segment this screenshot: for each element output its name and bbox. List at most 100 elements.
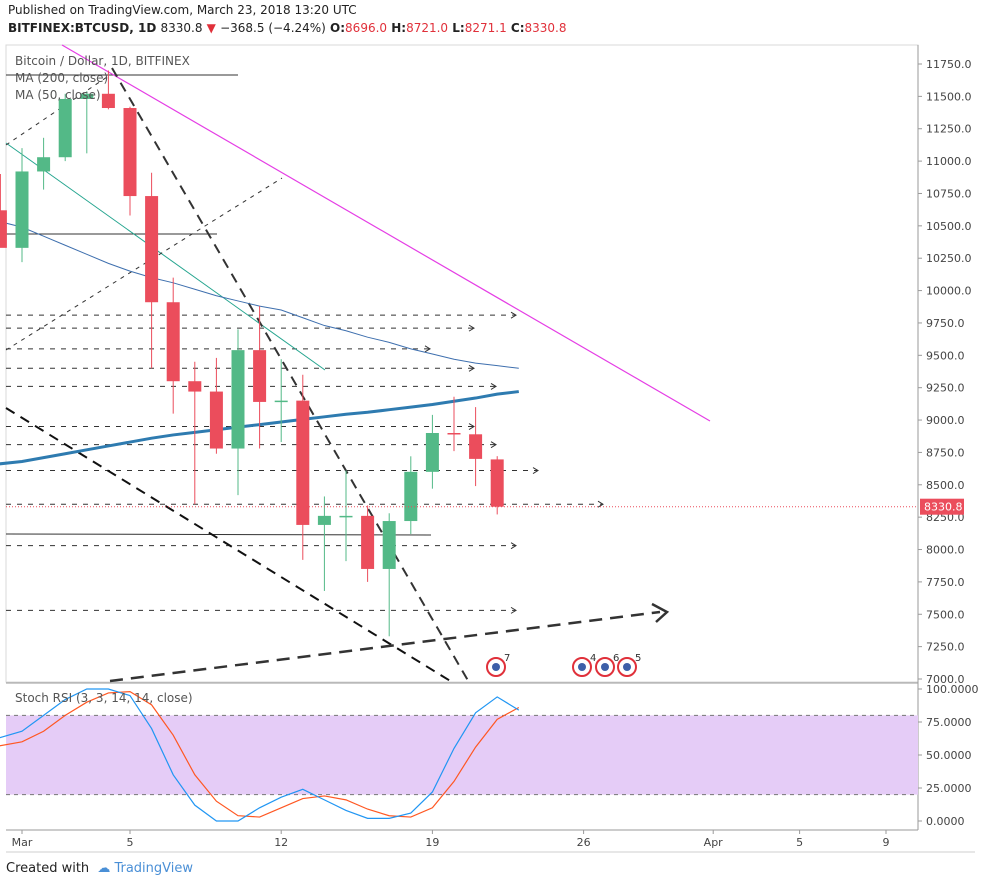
candle-body (123, 108, 137, 197)
candle-body (209, 391, 223, 449)
teal-trendline (5, 142, 326, 371)
stoch-rsi-title: Stoch RSI (3, 3, 14, 14, close) (15, 691, 193, 705)
rsi-tick-label: 75.0000 (926, 716, 972, 729)
level-arrow-icon (468, 423, 475, 430)
price-tick-label: 8500.0 (926, 479, 965, 492)
last-price-tag (920, 498, 964, 515)
candle-body (382, 521, 396, 569)
ma200-label: MA (200, close) (15, 71, 108, 85)
price-tick-label: 8750.0 (926, 446, 965, 459)
candle-body (80, 93, 94, 99)
chart-frame (5, 44, 975, 853)
candle-body (15, 171, 29, 248)
flag-center-icon (578, 663, 586, 671)
price-tick-label: 7500.0 (926, 608, 965, 621)
price-tick-label: 11250.0 (926, 123, 972, 136)
bold-dashed-trendline (111, 67, 471, 685)
stoch-rsi-d-line (0, 691, 520, 818)
published-line: Published on TradingView.com, March 23, … (8, 3, 357, 17)
low-value: 8271.1 (464, 21, 507, 35)
time-tick-label: Mar (12, 836, 33, 849)
rsi-tick-label: 100.0000 (926, 683, 979, 696)
down-arrow-icon: ▼ (206, 21, 216, 35)
open-label: O: (330, 21, 346, 35)
flag-center-icon (601, 663, 609, 671)
rsi-tick-label: 50.0000 (926, 749, 972, 762)
price-tick-label: 10000.0 (926, 285, 972, 298)
candle-body (274, 400, 288, 403)
price-tick-label: 9500.0 (926, 349, 965, 362)
price-tick-label: 7750.0 (926, 576, 965, 589)
price-tick-label: 11000.0 (926, 155, 972, 168)
candle-body (0, 210, 7, 248)
last-price-tag-label: 8330.8 (924, 501, 963, 514)
candle-body (253, 350, 267, 402)
flag-center-icon (492, 663, 500, 671)
last-price: 8330.8 (160, 21, 203, 35)
low-label: L: (452, 21, 465, 35)
level-arrow-icon (597, 500, 604, 508)
price-tick-label: 11500.0 (926, 90, 972, 103)
symbol-label: BITFINEX:BTCUSD, 1D (8, 21, 157, 35)
legend: Bitcoin / Dollar, 1D, BITFINEX MA (200, … (15, 54, 193, 705)
time-tick-label: 12 (274, 836, 288, 849)
time-tick-label: 26 (577, 836, 591, 849)
candles: 7 4 6 5 (0, 70, 918, 677)
level-arrow-icon (510, 311, 517, 319)
channel-line (5, 74, 111, 146)
uptrend-arrow-icon (651, 602, 670, 623)
change-value: −368.5 (−4.24%) (220, 21, 326, 35)
price-pane-frame (5, 44, 919, 683)
price-tick-label: 10500.0 (926, 220, 972, 233)
candle-body (469, 434, 483, 459)
flag-center-icon (623, 663, 631, 671)
candle-body (317, 515, 331, 525)
candle-body (339, 515, 353, 518)
created-with-label: Created with (6, 861, 90, 876)
close-label: C: (510, 21, 525, 35)
stoch-rsi-k-line (0, 688, 520, 822)
price-tick-label: 11750.0 (926, 58, 972, 71)
candle-body (145, 196, 159, 303)
ma50-label: MA (50, close) (15, 88, 101, 102)
stoch-rsi-pane (0, 688, 918, 822)
rsi-band (6, 715, 918, 795)
candle-body (361, 515, 375, 569)
price-tick-label: 10250.0 (926, 252, 972, 265)
candle-body (447, 433, 461, 435)
price-tick-label: 10750.0 (926, 187, 972, 200)
candle-body (58, 98, 72, 158)
time-tick-label: 5 (127, 836, 134, 849)
candle-body (166, 302, 180, 382)
level-arrow-icon (490, 382, 497, 390)
magenta-trendline (61, 44, 711, 422)
bold-dashed-trendline (5, 407, 453, 683)
channel-line (5, 177, 283, 351)
level-arrow-icon (490, 441, 497, 449)
candle-body (296, 400, 310, 525)
level-arrow-icon (532, 467, 539, 474)
candle-body (101, 93, 115, 109)
high-value: 8721.0 (406, 21, 449, 35)
event-badge-count: 5 (635, 653, 641, 664)
price-tick-label: 8000.0 (926, 544, 965, 557)
rsi-tick-label: 0.0000 (926, 815, 965, 828)
high-label: H: (391, 21, 407, 35)
price-tick-label: 9250.0 (926, 382, 965, 395)
candle-body (425, 433, 439, 472)
event-badge-count: 7 (504, 653, 510, 664)
price-tick-label: 7000.0 (926, 673, 965, 686)
chart-title: Bitcoin / Dollar, 1D, BITFINEX (15, 54, 190, 68)
time-tick-label: 19 (425, 836, 439, 849)
tradingview-link[interactable]: TradingView (114, 861, 193, 876)
time-tick-label: 5 (796, 836, 803, 849)
candle-body (37, 157, 51, 172)
ohlc-line: BITFINEX:BTCUSD, 1D 8330.8 ▼ −368.5 (−4.… (8, 21, 567, 35)
rsi-tick-label: 25.0000 (926, 782, 972, 795)
support-line (5, 533, 432, 536)
drawing-layer (5, 44, 711, 685)
close-value: 8330.8 (524, 21, 567, 35)
tradingview-logo-icon[interactable]: ☁ (97, 861, 111, 876)
price-tick-label: 7250.0 (926, 641, 965, 654)
